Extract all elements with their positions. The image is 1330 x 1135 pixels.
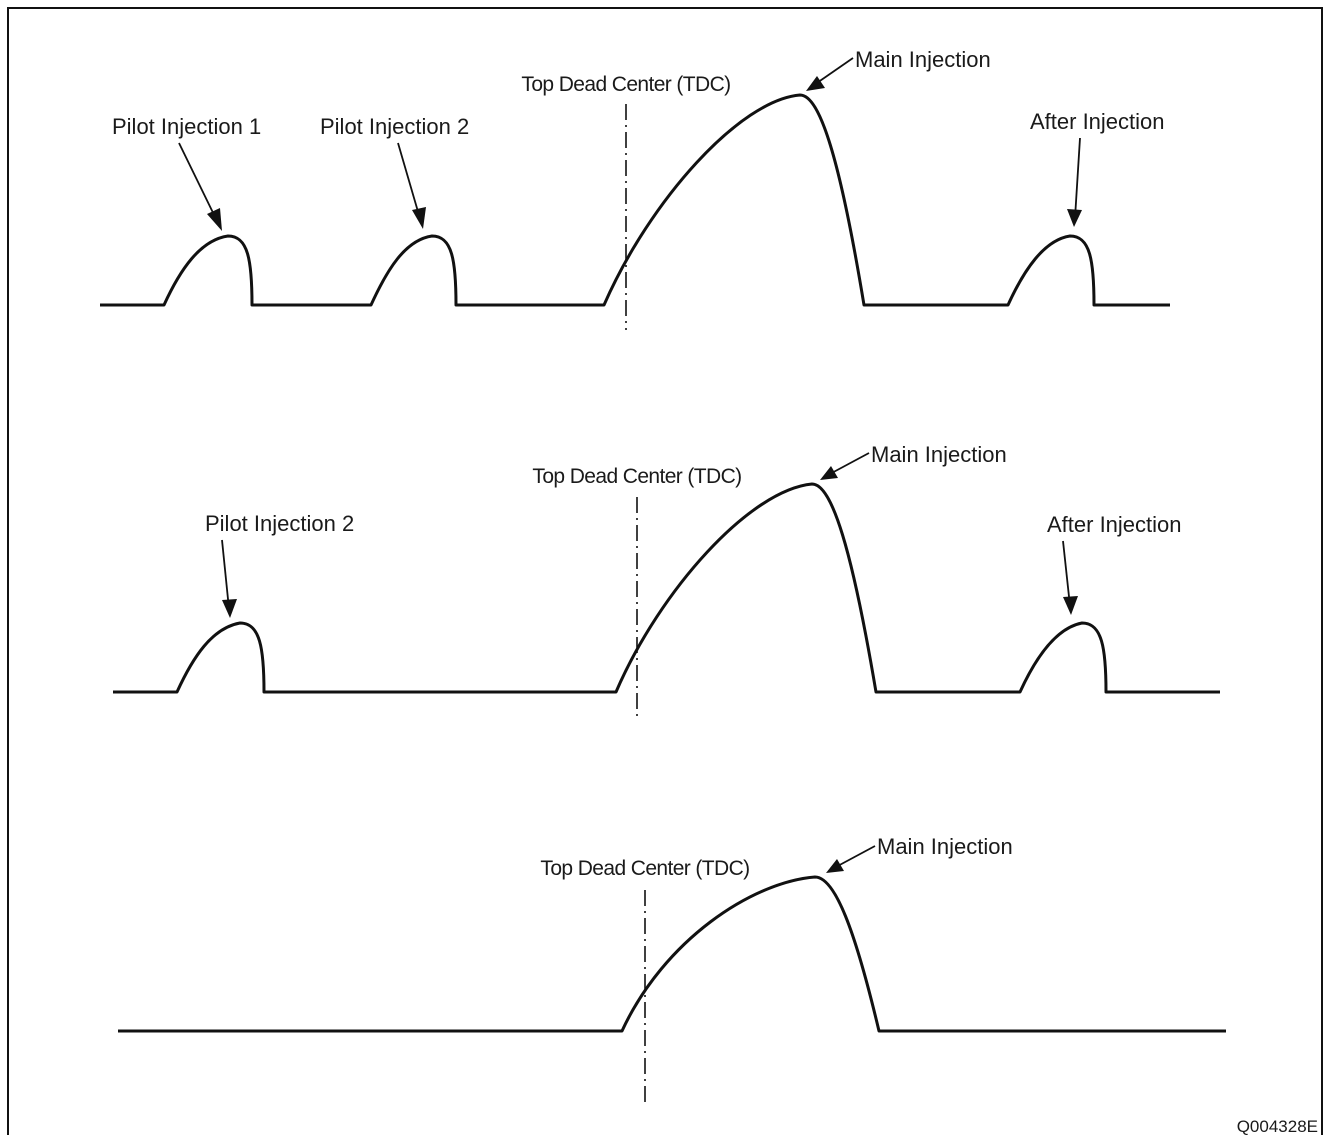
injection-waveform bbox=[113, 482, 1220, 694]
pilot-injection-2-label: Pilot Injection 2 bbox=[205, 511, 354, 536]
main-injection-arrow bbox=[827, 452, 870, 476]
injection-waveform bbox=[100, 93, 1170, 307]
panel-2: Top Dead Center (TDC) Pilot Injection 2 … bbox=[113, 442, 1220, 718]
arrowhead-icon bbox=[1067, 209, 1082, 227]
pilot-injection-1-label: Pilot Injection 1 bbox=[112, 114, 261, 139]
after-injection-label: After Injection bbox=[1047, 512, 1182, 537]
arrowhead-icon bbox=[207, 208, 222, 231]
after-injection-arrow bbox=[1062, 540, 1071, 607]
main-injection-label: Main Injection bbox=[877, 834, 1013, 859]
pilot-injection-2-label: Pilot Injection 2 bbox=[320, 114, 469, 139]
main-injection-arrow bbox=[833, 845, 876, 869]
pilot-injection-1-arrow bbox=[178, 142, 220, 226]
injection-waveform bbox=[118, 875, 1226, 1033]
arrowhead-icon bbox=[412, 207, 426, 229]
arrowhead-icon bbox=[826, 859, 844, 873]
panel-1: Top Dead Center (TDC) Pilot Injection 1 … bbox=[100, 47, 1170, 330]
main-injection-label: Main Injection bbox=[855, 47, 991, 72]
panel-3: Top Dead Center (TDC) Main Injection bbox=[118, 834, 1226, 1106]
tdc-label: Top Dead Center (TDC) bbox=[521, 73, 730, 96]
arrowhead-icon bbox=[806, 76, 825, 91]
after-injection-label: After Injection bbox=[1030, 109, 1165, 134]
pilot-injection-2-arrow bbox=[397, 142, 422, 223]
main-injection-arrow bbox=[813, 57, 854, 86]
after-injection-arrow bbox=[1074, 137, 1081, 219]
arrowhead-icon bbox=[1063, 596, 1078, 615]
tdc-label: Top Dead Center (TDC) bbox=[540, 857, 749, 880]
diagram-frame bbox=[7, 7, 1323, 1135]
pilot-injection-2-arrow bbox=[221, 539, 230, 610]
arrowhead-icon bbox=[820, 466, 838, 480]
figure-code: Q004328E bbox=[1237, 1117, 1318, 1135]
main-injection-label: Main Injection bbox=[871, 442, 1007, 467]
arrowhead-icon bbox=[222, 599, 237, 618]
tdc-label: Top Dead Center (TDC) bbox=[532, 465, 741, 488]
